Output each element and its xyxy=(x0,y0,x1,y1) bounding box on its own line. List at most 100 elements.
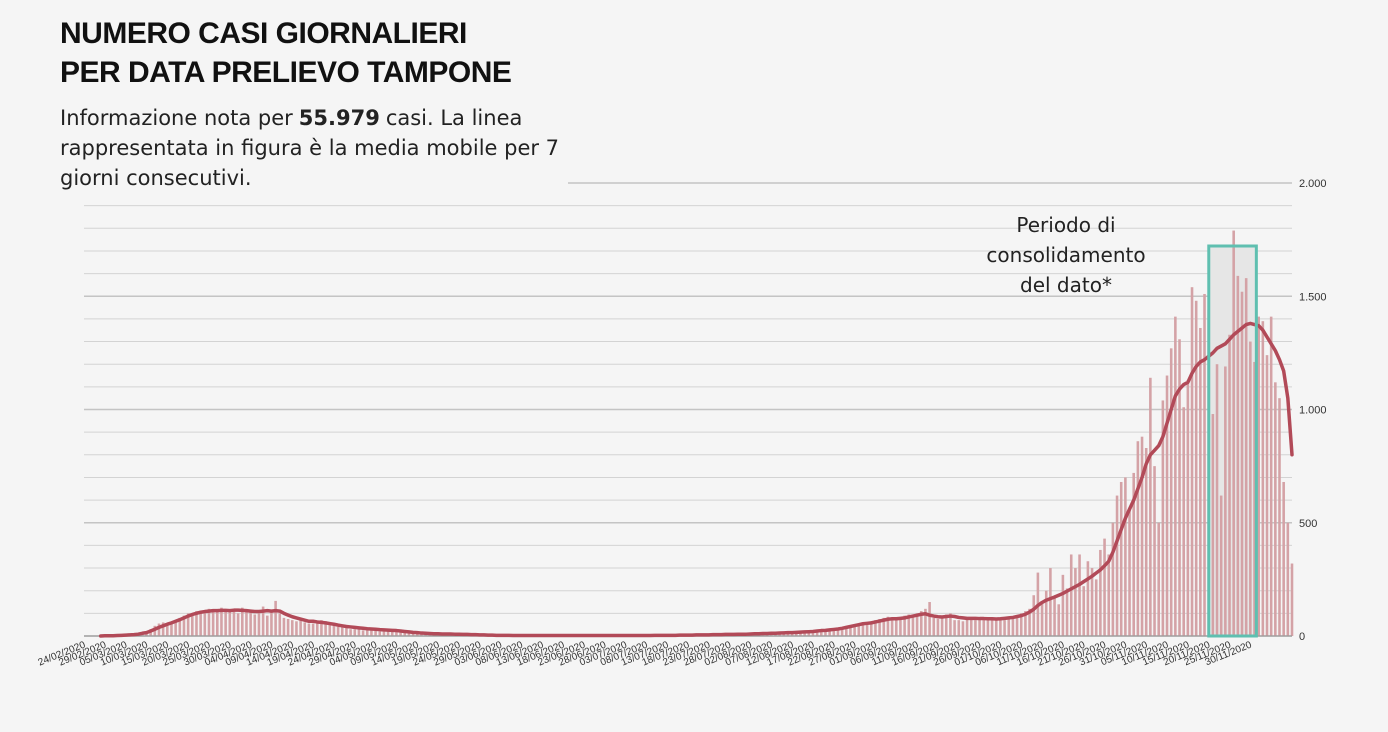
bar xyxy=(969,619,973,636)
bar xyxy=(807,631,811,636)
bar xyxy=(328,624,332,636)
chart-subtitle: Informazione nota per 55.979 casi. La line… xyxy=(60,103,580,193)
bar xyxy=(403,632,407,636)
bar xyxy=(1178,339,1181,636)
bar xyxy=(1219,495,1223,636)
bar xyxy=(961,621,965,636)
bar xyxy=(924,608,927,636)
bar xyxy=(1115,495,1119,636)
bar xyxy=(815,631,819,636)
bar xyxy=(1257,316,1260,636)
bar xyxy=(157,623,161,636)
bar xyxy=(836,629,840,636)
bar xyxy=(349,629,352,636)
bar xyxy=(1165,375,1169,636)
bar xyxy=(1094,579,1098,637)
bar xyxy=(411,633,415,636)
bar xyxy=(1182,407,1185,636)
bar xyxy=(1024,611,1027,636)
bar xyxy=(340,626,344,636)
bar xyxy=(295,621,298,636)
bar xyxy=(191,614,194,636)
bar xyxy=(424,634,427,636)
bar xyxy=(182,615,186,636)
subtitle-case-count: 55.979 xyxy=(298,106,380,130)
bar xyxy=(1053,597,1056,636)
bar xyxy=(786,632,790,636)
bar xyxy=(832,629,836,636)
bar xyxy=(228,611,232,636)
bar xyxy=(1282,481,1285,636)
bar xyxy=(1153,466,1156,637)
y-tick-label: 500 xyxy=(1299,518,1317,530)
y-tick-label: 2.000 xyxy=(1299,178,1327,190)
bar xyxy=(957,620,961,636)
bar xyxy=(178,617,182,636)
bar xyxy=(216,609,219,636)
bar xyxy=(795,632,798,636)
bar xyxy=(1124,477,1127,636)
bar xyxy=(865,622,869,636)
bar xyxy=(1119,481,1123,636)
bar xyxy=(1236,275,1240,636)
bar xyxy=(382,630,386,636)
bar xyxy=(999,619,1002,636)
bar xyxy=(782,633,786,636)
bar xyxy=(315,622,319,636)
bar xyxy=(849,625,852,636)
bar xyxy=(1261,321,1265,636)
bar xyxy=(1186,380,1190,636)
bar xyxy=(882,617,886,636)
bar xyxy=(853,624,856,636)
bar xyxy=(1274,382,1277,636)
bar xyxy=(195,611,198,636)
bar xyxy=(1061,574,1065,636)
bar xyxy=(345,628,348,636)
bar xyxy=(1128,509,1131,636)
y-tick-label: 1.500 xyxy=(1299,291,1327,303)
bar xyxy=(894,619,898,636)
bar xyxy=(261,606,265,636)
bar xyxy=(1040,602,1044,636)
bar xyxy=(1253,361,1256,636)
bar xyxy=(1161,400,1165,636)
bar xyxy=(203,611,207,636)
bar xyxy=(236,613,240,636)
bar xyxy=(249,612,252,636)
bar xyxy=(1215,364,1219,636)
bar xyxy=(1194,300,1198,636)
bar xyxy=(270,611,273,636)
bar xyxy=(811,631,815,636)
y-axis-tick-labels: 0 500 1.000 1.500 2.000 xyxy=(1299,178,1327,643)
bar xyxy=(1049,568,1052,636)
bar xyxy=(803,631,806,636)
bar xyxy=(936,619,940,636)
bar xyxy=(278,613,282,636)
bar xyxy=(869,621,873,636)
bar xyxy=(907,614,911,636)
bar xyxy=(265,615,269,636)
bar xyxy=(1099,549,1102,636)
bar xyxy=(1228,334,1231,636)
bar xyxy=(1028,608,1031,636)
bar xyxy=(1069,554,1073,636)
bar xyxy=(1074,568,1077,636)
bar xyxy=(820,630,823,636)
bar xyxy=(1265,355,1269,636)
chart-title-line-1: NUMERO CASI GIORNALIERI xyxy=(60,17,467,50)
bar xyxy=(1078,554,1081,636)
bar xyxy=(253,614,257,636)
bar xyxy=(857,623,861,636)
bar xyxy=(840,628,844,636)
consolidation-annotation: Periodo di consolidamento del dato* xyxy=(986,213,1146,297)
bar xyxy=(220,607,223,636)
bar xyxy=(1278,398,1281,636)
bar xyxy=(257,613,261,636)
bar xyxy=(1244,278,1248,636)
bar xyxy=(932,617,936,636)
bar xyxy=(1007,617,1011,636)
subtitle-before: Informazione nota per xyxy=(60,106,293,130)
bar xyxy=(161,622,165,636)
bar xyxy=(399,632,402,636)
bar xyxy=(353,629,357,636)
